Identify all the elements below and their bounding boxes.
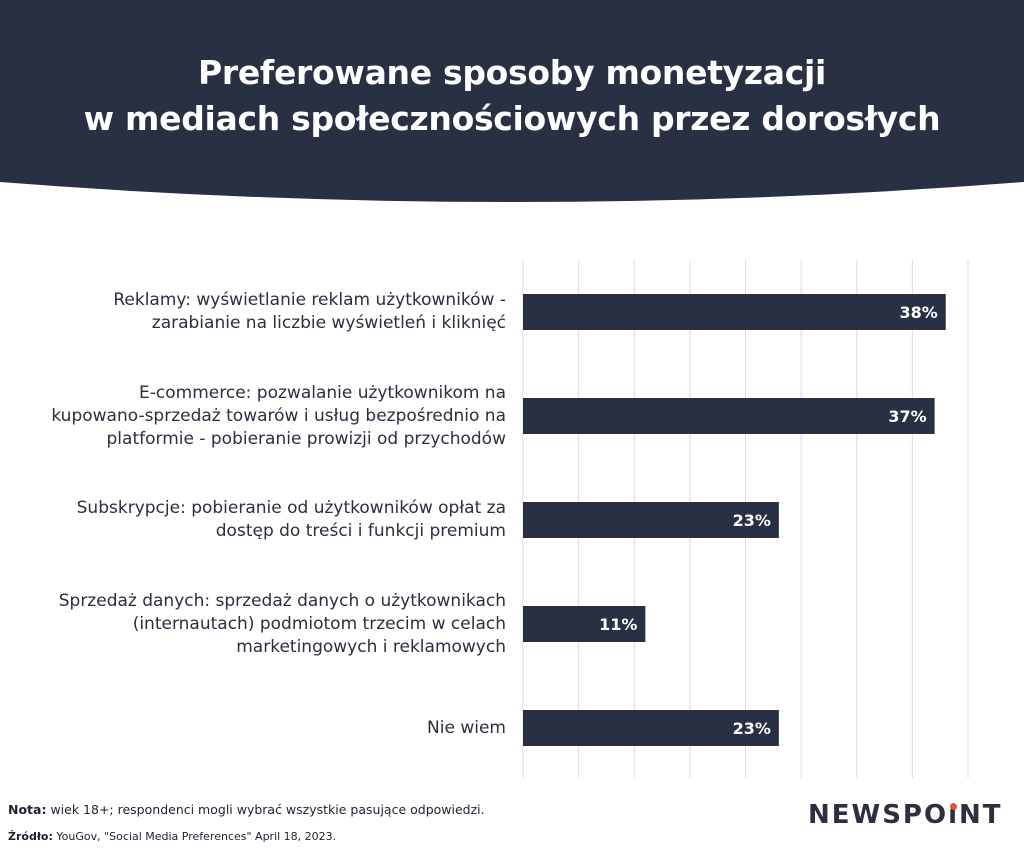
- header-banner: Preferowane sposoby monetyzacji w mediac…: [0, 0, 1024, 212]
- data-label: 11%: [599, 615, 637, 634]
- footer-source: Źródło: YouGov, "Social Media Preference…: [8, 830, 336, 843]
- logo-dotless-i: ı: [948, 800, 960, 830]
- source-text: YouGov, "Social Media Preferences" April…: [56, 830, 337, 843]
- category-label-line: E-commerce: pozwalanie użytkownikom na: [139, 382, 506, 403]
- bar: [523, 606, 646, 642]
- data-label: 37%: [888, 407, 926, 426]
- category-label: E-commerce: pozwalanie użytkownikom na ku…: [36, 382, 506, 451]
- logo-dot-letter: ı: [948, 800, 959, 830]
- logo-text-2: NT: [959, 800, 1003, 830]
- category-label: Subskrypcje: pobieranie od użytkowników …: [36, 497, 506, 543]
- category-label-line: Subskrypcje: pobieranie od użytkowników …: [76, 498, 506, 518]
- source-label: Źródło:: [8, 830, 53, 843]
- title-line-2: w mediach społecznościowych przez dorosł…: [83, 99, 941, 138]
- data-label: 23%: [733, 511, 771, 530]
- category-label-line: zarabianie na liczbie wyświetleń i klikn…: [151, 313, 506, 333]
- category-label-line: dostęp do treści i funkcji premium: [215, 521, 506, 541]
- category-label: Nie wiem: [36, 717, 506, 740]
- logo-text-1: NEWSPO: [808, 800, 949, 830]
- nota-label: Nota:: [8, 802, 47, 817]
- category-label-line: Nie wiem: [427, 717, 506, 738]
- bar: [523, 294, 946, 330]
- category-label-line: kupowano-sprzedaż towarów i usług bezpoś…: [51, 405, 506, 426]
- category-label: Reklamy: wyświetlanie reklam użytkownikó…: [36, 289, 506, 335]
- page-title: Preferowane sposoby monetyzacji w mediac…: [0, 50, 1024, 142]
- header-background: [0, 0, 1024, 202]
- category-label-line: Reklamy: wyświetlanie reklam użytkownikó…: [113, 290, 506, 310]
- bar: [523, 502, 779, 538]
- nota-text: wiek 18+; respondenci mogli wybrać wszys…: [50, 802, 485, 817]
- data-label: 38%: [899, 303, 937, 322]
- category-label: Sprzedaż danych: sprzedaż danych o użytk…: [36, 590, 506, 659]
- bar-chart: 38% 37% 23% 11% 23%: [522, 260, 969, 778]
- newspoint-logo: NEWSPOı NT: [808, 800, 1003, 830]
- title-line-1: Preferowane sposoby monetyzacji: [197, 53, 827, 92]
- category-label-line: platformie - pobieranie prowizji od przy…: [106, 428, 506, 449]
- bar: [523, 710, 779, 746]
- category-label-line: Sprzedaż danych: sprzedaż danych o użytk…: [58, 590, 506, 611]
- data-label: 23%: [733, 719, 771, 738]
- bar: [523, 398, 935, 434]
- category-label-line: (internautach) podmiotom trzecim w celac…: [132, 613, 506, 634]
- footer-nota: Nota: wiek 18+; respondenci mogli wybrać…: [8, 802, 485, 817]
- logo-accent-dot: [950, 803, 958, 810]
- category-label-line: marketingowych i reklamowych: [236, 636, 506, 657]
